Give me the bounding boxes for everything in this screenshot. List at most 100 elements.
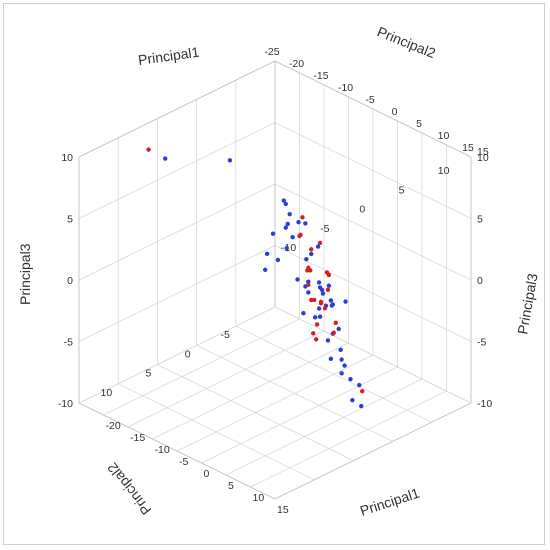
- data-point: [306, 279, 311, 284]
- gridline: [274, 122, 472, 219]
- data-point: [295, 277, 300, 282]
- data-point: [309, 251, 314, 257]
- data-point: [336, 326, 341, 332]
- principal1-tick-label: -10: [338, 82, 353, 94]
- principal1-axis-label-bottom: Principal1: [358, 485, 422, 519]
- principal1-tick-label: 15: [277, 504, 289, 516]
- tick-label-layer: -25-20-15-10-5051015151050-5-101050-5-10…: [58, 46, 493, 516]
- data-point: [305, 268, 310, 273]
- data-point: [146, 147, 151, 152]
- data-point: [342, 363, 347, 368]
- data-point: [296, 220, 301, 225]
- data-point: [263, 267, 268, 272]
- data-point: [283, 225, 288, 230]
- data-point: [309, 297, 314, 303]
- principal3-tick-label: 5: [477, 214, 483, 226]
- data-point: [311, 331, 316, 336]
- data-point: [284, 245, 289, 251]
- data-point: [360, 388, 365, 394]
- principal2-axis-label-top: Principal2: [375, 23, 438, 61]
- data-point: [325, 287, 331, 292]
- gridline: [78, 122, 276, 219]
- data-point: [339, 371, 344, 376]
- data-point: [316, 280, 322, 285]
- principal1-tick-label: -15: [313, 70, 328, 82]
- data-point: [303, 221, 308, 226]
- gridline: [201, 366, 398, 464]
- data-point: [357, 382, 362, 388]
- data-point: [320, 291, 326, 296]
- data-point: [338, 347, 343, 353]
- principal2-tick-label: 10: [101, 387, 113, 399]
- data-point: [309, 247, 314, 252]
- gridline: [196, 345, 393, 442]
- principal1-tick-label: 15: [462, 142, 474, 154]
- data-point: [326, 283, 332, 288]
- principal2-tick-label: 5: [146, 368, 152, 380]
- principal1-tick-label: -10: [155, 444, 170, 456]
- principal2-tick-label: 0: [185, 348, 191, 360]
- box-edge: [274, 402, 472, 500]
- box-edge: [78, 402, 276, 500]
- data-point: [319, 287, 325, 293]
- data-point: [300, 215, 305, 220]
- principal1-tick-label: 5: [228, 480, 234, 492]
- plot-frame: [3, 3, 545, 545]
- principal3-tick-label: 10: [61, 152, 73, 164]
- principal1-tick-label: 10: [253, 492, 265, 504]
- data-point: [359, 403, 364, 409]
- data-point: [328, 356, 334, 362]
- data-point: [317, 314, 323, 319]
- gridline: [118, 383, 315, 481]
- principal3-axis-label-right: Principal3: [514, 272, 540, 336]
- principal3-tick-label: 5: [67, 214, 73, 226]
- principal3-tick-label: 0: [477, 275, 483, 287]
- data-point: [339, 357, 344, 362]
- principal1-tick-label: -15: [130, 432, 145, 444]
- principal3-tick-label: -5: [477, 337, 486, 349]
- data-point: [304, 257, 309, 262]
- principal2-tick-label: 0: [359, 204, 365, 216]
- data-point: [328, 298, 334, 303]
- principal2-axis-label-bottom: Principal2: [104, 460, 155, 518]
- principal3-tick-label: 0: [67, 275, 73, 287]
- data-point: [325, 338, 331, 343]
- principal3-tick-label: -10: [58, 398, 73, 410]
- data-point: [285, 221, 290, 227]
- grid-layer: [78, 60, 472, 500]
- data-point: [275, 257, 281, 263]
- principal2-tick-label: 10: [438, 165, 450, 177]
- gridline: [274, 306, 472, 404]
- data-point: [301, 310, 306, 316]
- data-point: [264, 251, 270, 257]
- data-point: [316, 306, 322, 311]
- principal1-tick-label: -5: [365, 94, 374, 106]
- principal3-tick-label: -10: [477, 398, 492, 410]
- gridline: [157, 364, 354, 461]
- gridline: [78, 245, 276, 342]
- principal3-axis-label-left: Principal3: [17, 243, 33, 305]
- data-point: [306, 290, 311, 295]
- principal2-tick-label: 15: [477, 146, 489, 158]
- gridline: [78, 306, 276, 404]
- data-point: [317, 240, 323, 246]
- gridline: [78, 183, 276, 281]
- data-point: [314, 322, 320, 327]
- gridline: [103, 318, 300, 416]
- gridline: [152, 342, 349, 440]
- box-edge: [274, 60, 472, 158]
- principal1-tick-label: -20: [289, 58, 304, 70]
- data-point: [281, 198, 287, 203]
- data-point: [333, 320, 338, 326]
- principal3-tick-label: 10: [477, 152, 489, 164]
- data-point: [330, 302, 336, 307]
- gridline: [225, 378, 423, 476]
- principal1-tick-label: -20: [106, 420, 121, 432]
- principal1-tick-label: 0: [392, 106, 398, 118]
- data-point: [324, 270, 330, 275]
- principal1-tick-label: 0: [204, 468, 210, 480]
- principal1-tick-label: -5: [179, 456, 188, 468]
- data-point: [318, 301, 324, 306]
- gridline: [176, 354, 374, 452]
